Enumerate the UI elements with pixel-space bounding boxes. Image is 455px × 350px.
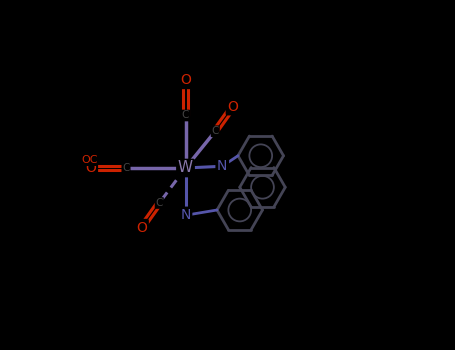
Text: C: C [212, 126, 219, 136]
Text: C: C [182, 111, 189, 120]
Text: O: O [136, 220, 147, 234]
Text: O: O [180, 74, 191, 88]
Text: C: C [122, 163, 130, 173]
Text: O: O [86, 161, 96, 175]
Text: N: N [180, 208, 191, 222]
Text: W: W [178, 161, 193, 175]
Text: C: C [156, 198, 163, 208]
Text: OC: OC [81, 155, 97, 165]
Text: O: O [228, 100, 238, 114]
Text: N: N [217, 159, 228, 173]
